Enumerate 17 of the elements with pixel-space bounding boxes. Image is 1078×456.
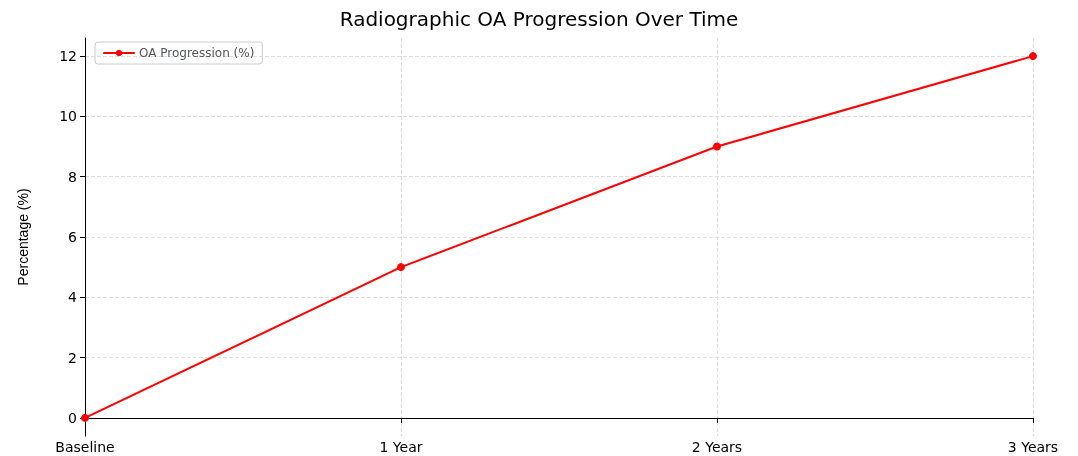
x-tick-label: 1 Year xyxy=(379,439,423,455)
point xyxy=(397,263,405,272)
point xyxy=(713,142,721,151)
y-tick-label: 0 xyxy=(68,409,77,426)
y-tick-label: 8 xyxy=(68,168,77,185)
y-tick-label: 4 xyxy=(68,289,78,306)
x-tick-label: 3 Years xyxy=(1007,439,1059,455)
y-tick-label: 6 xyxy=(68,229,78,245)
chart-title: Radiographic OA Progression Over Time xyxy=(339,7,739,31)
y-tick-label: 2 xyxy=(68,349,77,366)
legend-label: OA Progression (%) xyxy=(139,46,255,60)
point xyxy=(1029,52,1037,61)
y-tick-label: 10 xyxy=(59,108,77,125)
x-tick-label: 2 Years xyxy=(691,439,743,455)
x-tick-label: Baseline xyxy=(55,439,115,455)
y-tick-label: 12 xyxy=(59,48,77,65)
y-axis-title: Percentage (%) xyxy=(15,188,31,286)
